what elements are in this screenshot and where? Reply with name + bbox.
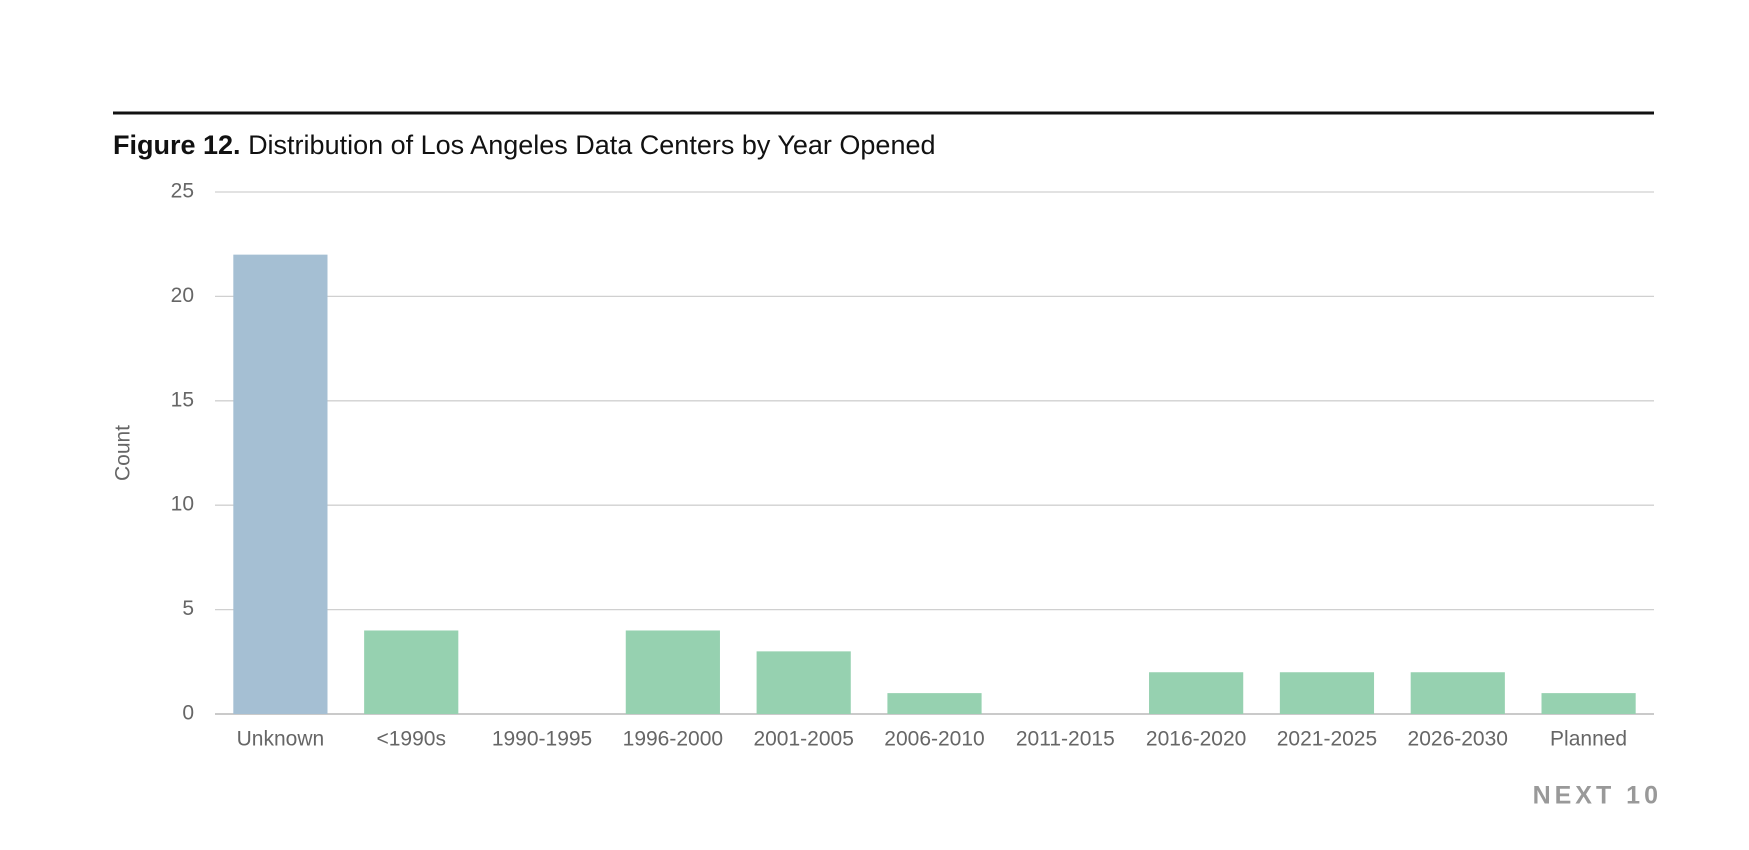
x-tick-label: Planned — [1550, 728, 1627, 751]
y-tick-label: 25 — [171, 180, 194, 203]
x-tick-label: 1996-2000 — [623, 728, 723, 751]
y-tick-label: 15 — [171, 388, 194, 411]
bar — [1541, 693, 1636, 714]
title-text: Distribution of Los Angeles Data Centers… — [248, 130, 935, 160]
x-tick-label: 2016-2020 — [1146, 728, 1246, 751]
bar — [1149, 672, 1244, 714]
x-tick-label: 2021-2025 — [1277, 728, 1377, 751]
brand-logo: NEXT 10 — [1533, 782, 1662, 810]
bar — [1279, 672, 1375, 714]
y-axis-label: Count — [112, 425, 135, 481]
bar — [756, 651, 851, 714]
bar — [625, 630, 720, 714]
y-tick-label: 0 — [182, 702, 194, 725]
y-tick-label: 10 — [171, 493, 194, 516]
x-tick-label: 2001-2005 — [753, 728, 853, 751]
x-tick-label: 2026-2030 — [1408, 728, 1508, 751]
x-tick-label: Unknown — [237, 728, 325, 751]
x-tick-label: 1990-1995 — [492, 728, 592, 751]
bar — [233, 254, 328, 714]
y-tick-label: 5 — [182, 597, 194, 620]
x-tick-label: 2006-2010 — [884, 728, 984, 751]
bar — [887, 693, 982, 714]
y-tick-label: 20 — [171, 284, 194, 307]
chart-title: Figure 12. Distribution of Los Angeles D… — [113, 130, 936, 160]
x-tick-label: <1990s — [376, 728, 445, 751]
bar — [364, 630, 459, 714]
figure-label: Figure 12. — [113, 130, 241, 160]
bar — [1410, 672, 1505, 714]
x-tick-label: 2011-2015 — [1016, 728, 1115, 751]
